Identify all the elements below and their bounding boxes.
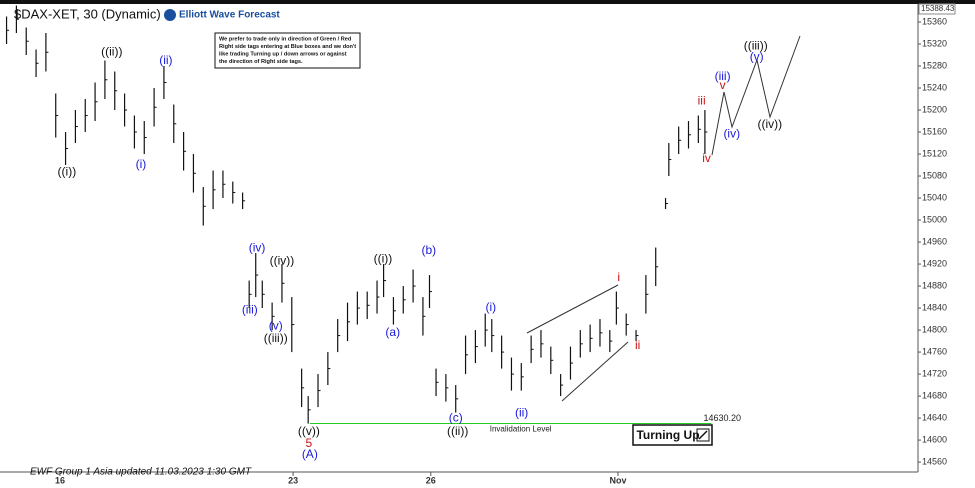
- wave-label: ((i)): [58, 164, 77, 178]
- y-tick-label: 15120: [922, 148, 947, 158]
- y-tick-label: 14600: [922, 434, 947, 444]
- notice-line: like trading Turning up / down arrows or…: [219, 51, 347, 57]
- wave-label: (ii): [515, 405, 528, 419]
- invalidation-value: 14630.20: [703, 413, 741, 423]
- badge-icon: [696, 428, 710, 442]
- y-tick-label: 14760: [922, 346, 947, 356]
- notice-line: the direction of Right side tags.: [219, 59, 303, 65]
- wave-label: v: [720, 78, 726, 92]
- y-tick-label: 14720: [922, 368, 947, 378]
- wedge-line: [561, 341, 629, 402]
- wave-label: ((iii)): [264, 331, 288, 345]
- wave-label: (iii): [242, 302, 258, 316]
- chart-title: $DAX-XET, 30 (Dynamic): [14, 6, 161, 21]
- badge-box: [632, 424, 713, 446]
- wave-label: (iv): [723, 126, 740, 140]
- notice-box: [214, 32, 361, 69]
- y-tick-label: 15240: [922, 82, 947, 92]
- brand: Elliott Wave Forecast: [179, 10, 280, 21]
- y-tick-label: 15160: [922, 126, 947, 136]
- y-tick-label: 15000: [922, 214, 947, 224]
- wave-label: (iv): [249, 240, 266, 254]
- wave-label: (iii): [715, 69, 731, 83]
- top-border: [0, 0, 975, 4]
- y-tick-label: 14880: [922, 280, 947, 290]
- wave-label: (A): [302, 447, 318, 461]
- wave-label: ((iv)): [270, 253, 295, 267]
- wave-label: ((iii)): [744, 38, 768, 52]
- notice: We prefer to trade only in direction of …: [219, 36, 356, 65]
- wave-label: ((ii)): [101, 44, 122, 58]
- wave-label: (i): [485, 300, 496, 314]
- wave-label: (v): [269, 318, 283, 332]
- wave-label: 5: [305, 436, 312, 450]
- wave-label: (v): [750, 49, 764, 63]
- y-tick-label: 14640: [922, 412, 947, 422]
- projection-path: [711, 35, 801, 156]
- x-tick-label: 26: [426, 475, 436, 485]
- invalidation-label: Invalidation Level: [490, 425, 552, 434]
- x-tick-label: 16: [55, 475, 65, 485]
- wave-label: iii: [698, 93, 706, 107]
- y-tick-label: 14960: [922, 236, 947, 246]
- footer: EWF Group 1 Asia updated 11.03.2023 1:30…: [30, 467, 252, 478]
- y-tick-label: 14920: [922, 258, 947, 268]
- last-price-label: 15388.43: [921, 4, 955, 13]
- last-price-box: [918, 3, 956, 15]
- y-tick-label: 15040: [922, 192, 947, 202]
- notice-line: We prefer to trade only in direction of …: [219, 36, 352, 42]
- y-tick-label: 15080: [922, 170, 947, 180]
- y-tick-label: 14680: [922, 390, 947, 400]
- wave-label: (i): [136, 157, 147, 171]
- y-tick-label: 15200: [922, 104, 947, 114]
- y-tick-label: 14840: [922, 302, 947, 312]
- brand-icon: [164, 9, 176, 21]
- wave-label: (a): [385, 325, 400, 339]
- y-tick-label: 15360: [922, 16, 947, 26]
- badge-arrow: [698, 430, 708, 440]
- notice-line: Right side tags entering at Blue boxes a…: [219, 44, 356, 50]
- wave-label: (c): [449, 410, 463, 424]
- wave-label: iv: [702, 151, 711, 165]
- wedge-line: [526, 284, 619, 334]
- y-tick-label: 15280: [922, 60, 947, 70]
- x-tick-label: 23: [288, 475, 298, 485]
- wave-label: i: [617, 270, 620, 284]
- y-tick-label: 14560: [922, 456, 947, 466]
- wave-label: (b): [422, 243, 437, 257]
- wave-label: ii: [635, 338, 640, 352]
- y-tick-label: 14800: [922, 324, 947, 334]
- wave-label: ((i)): [374, 251, 393, 265]
- wave-label: (ii): [159, 53, 172, 67]
- y-tick-label: 15320: [922, 38, 947, 48]
- wave-label: ((iv)): [757, 117, 782, 131]
- wave-label: ((v)): [298, 424, 320, 438]
- x-tick-label: Nov: [610, 475, 627, 485]
- wave-label: ((ii)): [447, 424, 468, 438]
- badge: Turning Up: [636, 428, 699, 442]
